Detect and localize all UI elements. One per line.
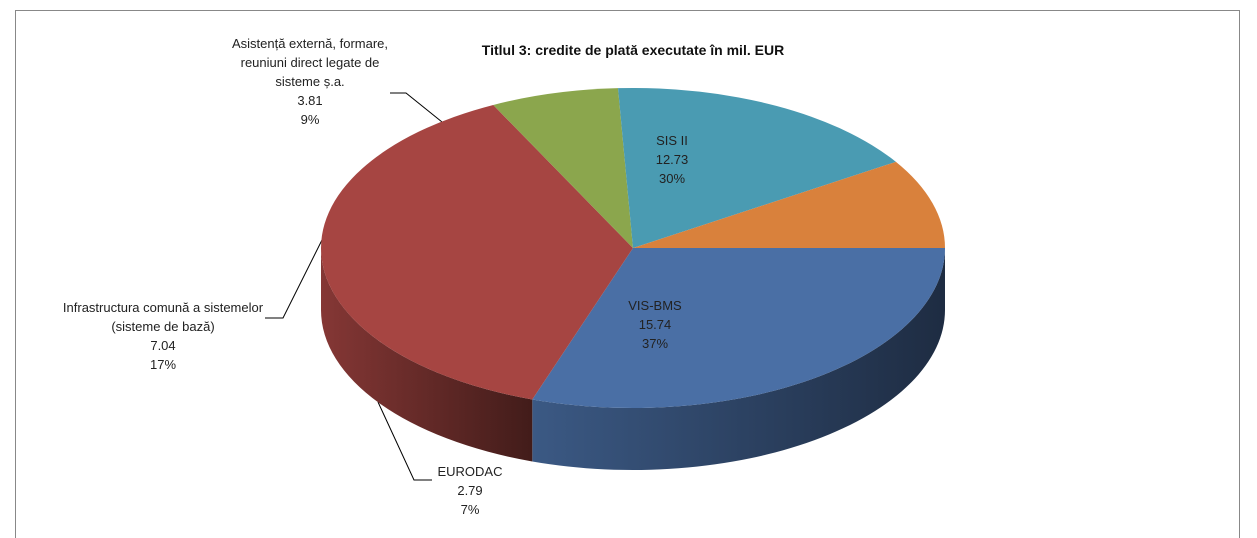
data-label: Asistență externă, formare, reuniuni dir… [231,34,389,129]
chart-title: Titlul 3: credite de plată executate în … [481,42,785,58]
data-label: Infrastructura comună a sistemelor (sist… [56,298,271,374]
slice-side [532,248,945,471]
leader-line [377,401,432,481]
slice [532,248,945,408]
label-value: 15.74 [638,317,672,332]
label-value: 2.79 [457,483,483,498]
label-name: Infrastructura comună a sistemelor (sist… [62,300,264,334]
label-percent: 17% [149,357,177,372]
label-value: 3.81 [297,93,323,108]
label-percent: 37% [641,336,669,351]
data-label: SIS II 12.73 30% [622,131,722,188]
leader-line [390,92,448,127]
label-percent: 30% [658,171,686,186]
slice [633,161,945,248]
label-name: VIS-BMS [628,298,682,313]
slice-side [321,248,533,462]
label-name: SIS II [656,133,688,148]
slice [493,88,633,248]
label-percent: 7% [460,502,480,517]
leader-line [265,231,327,319]
label-value: 7.04 [150,338,176,353]
slice [617,87,896,248]
label-name: Asistență externă, formare, reuniuni dir… [231,36,389,89]
slice [321,104,633,400]
label-name: EURODAC [437,464,503,479]
label-percent: 9% [300,112,320,127]
data-label: EURODAC 2.79 7% [420,462,520,519]
data-label: VIS-BMS 15.74 37% [595,296,715,353]
chart-border [15,10,1240,538]
label-value: 12.73 [655,152,689,167]
